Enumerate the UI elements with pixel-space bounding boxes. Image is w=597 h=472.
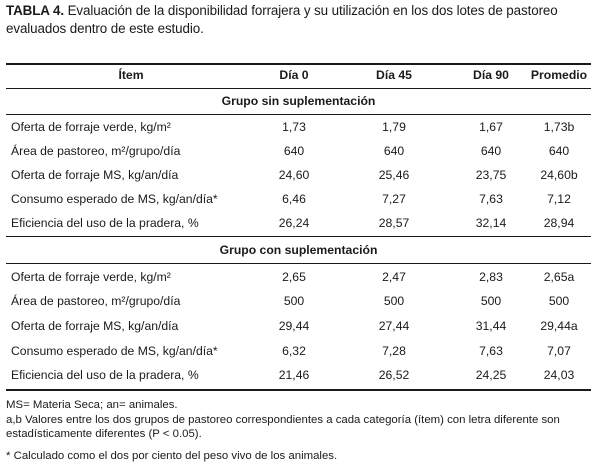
top-rule: [6, 63, 591, 65]
cell-average: 2,65a: [543, 270, 575, 284]
cell-average: 29,44a: [540, 319, 578, 333]
group-separator-rule: [6, 236, 591, 237]
header-day-90: Día 90: [473, 68, 509, 82]
table-row: Oferta de forraje MS, kg/an/día 24,60 25…: [6, 163, 591, 187]
cell-average: 1,73b: [543, 120, 575, 134]
row-label: Eficiencia del uso de la pradera, %: [11, 216, 199, 230]
cell-day-45: 7,27: [382, 192, 406, 206]
cell-average: 7,07: [547, 344, 571, 358]
cell-day-90: 7,63: [479, 192, 503, 206]
cell-day-0: 640: [283, 144, 305, 158]
table-row: Área de pastoreo, m²/grupo/día 640 640 6…: [6, 139, 591, 163]
cell-day-0: 26,24: [278, 216, 310, 230]
cell-day-45: 27,44: [378, 319, 410, 333]
cell-average: 28,94: [543, 216, 575, 230]
table-row: Oferta de forraje MS, kg/an/día 29,44 27…: [6, 314, 591, 338]
table-header-row: Ítem Día 0 Día 45 Día 90 Promedio: [6, 63, 591, 87]
row-label: Consumo esperado de MS, kg/an/día*: [11, 344, 218, 358]
row-label: Área de pastoreo, m²/grupo/día: [11, 144, 181, 158]
cell-average: 7,12: [547, 192, 571, 206]
table-row: Consumo esperado de MS, kg/an/día* 6,46 …: [6, 187, 591, 211]
row-label: Oferta de forraje MS, kg/an/día: [11, 319, 179, 333]
cell-day-0: 500: [283, 294, 305, 308]
cell-day-0: 29,44: [278, 319, 310, 333]
group-rule: [6, 114, 591, 115]
cell-day-45: 2,47: [382, 270, 406, 284]
row-label: Consumo esperado de MS, kg/an/día*: [11, 192, 218, 206]
cell-day-0: 24,60: [278, 168, 310, 182]
header-day-45: Día 45: [376, 68, 412, 82]
table-caption-text: Evaluación de la disponibilidad forrajer…: [6, 3, 558, 36]
row-label: Oferta de forraje verde, kg/m²: [11, 270, 171, 284]
cell-average: 500: [548, 294, 570, 308]
cell-day-0: 1,73: [282, 120, 306, 134]
cell-day-45: 640: [383, 144, 405, 158]
bottom-rule: [6, 389, 591, 391]
cell-day-90: 23,75: [475, 168, 507, 182]
cell-day-45: 25,46: [378, 168, 410, 182]
cell-day-45: 7,28: [382, 344, 406, 358]
group-title: Grupo con suplementación: [219, 243, 378, 257]
table-row: Oferta de forraje verde, kg/m² 2,65 2,47…: [6, 265, 591, 289]
cell-day-90: 7,63: [479, 344, 503, 358]
cell-day-90: 500: [480, 294, 502, 308]
table-row: Eficiencia del uso de la pradera, % 26,2…: [6, 211, 591, 235]
cell-average: 24,03: [543, 368, 575, 382]
footnote-significance: a,b Valores entre los dos grupos de past…: [6, 413, 560, 441]
cell-day-90: 31,44: [475, 319, 507, 333]
table-row: Oferta de forraje verde, kg/m² 1,73 1,79…: [6, 115, 591, 139]
cell-day-90: 1,67: [479, 120, 503, 134]
cell-average: 24,60b: [540, 168, 578, 182]
table-caption: TABLA 4. Evaluación de la disponibilidad…: [6, 2, 591, 38]
cell-day-0: 6,32: [282, 344, 306, 358]
footnote-abbreviations: MS= Materia Seca; an= animales.: [6, 399, 178, 411]
cell-day-90: 32,14: [475, 216, 507, 230]
group-title: Grupo sin suplementación: [221, 94, 376, 108]
header-rule: [6, 88, 591, 89]
table-label: TABLA 4.: [6, 3, 64, 18]
header-average: Promedio: [530, 68, 588, 82]
table-row: Consumo esperado de MS, kg/an/día* 6,32 …: [6, 339, 591, 363]
row-label: Oferta de forraje MS, kg/an/día: [11, 168, 179, 182]
group-rule: [6, 263, 591, 264]
table-footnotes: MS= Materia Seca; an= animales. a,b Valo…: [6, 398, 591, 463]
header-day-0: Día 0: [279, 68, 309, 82]
cell-day-45: 26,52: [378, 368, 410, 382]
table-row: Eficiencia del uso de la pradera, % 21,4…: [6, 363, 591, 387]
cell-day-90: 640: [480, 144, 502, 158]
row-label: Oferta de forraje verde, kg/m²: [11, 120, 171, 134]
footnote-asterisk: * Calculado como el dos por ciento del p…: [6, 449, 338, 462]
header-item: Ítem: [118, 68, 144, 82]
cell-day-90: 24,25: [475, 368, 507, 382]
cell-day-45: 500: [383, 294, 405, 308]
cell-day-0: 6,46: [282, 192, 306, 206]
row-label: Eficiencia del uso de la pradera, %: [11, 368, 199, 382]
row-label: Área de pastoreo, m²/grupo/día: [11, 294, 181, 308]
table-row: Área de pastoreo, m²/grupo/día 500 500 5…: [6, 289, 591, 313]
cell-day-45: 28,57: [378, 216, 410, 230]
cell-day-90: 2,83: [479, 270, 503, 284]
cell-average: 640: [548, 144, 570, 158]
cell-day-0: 2,65: [282, 270, 306, 284]
cell-day-45: 1,79: [382, 120, 406, 134]
cell-day-0: 21,46: [278, 368, 310, 382]
